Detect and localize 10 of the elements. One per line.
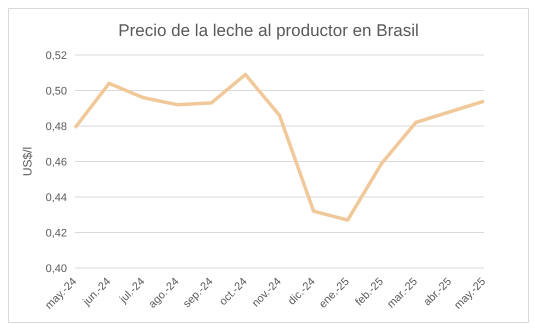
y-tick-label: 0,48 (46, 120, 67, 133)
y-tick-label: 0,44 (46, 192, 67, 204)
y-tick-label: 0,52 (46, 50, 67, 62)
chart-title: Precio de la leche al productor en Brasil (117, 21, 420, 41)
line-series (73, 72, 486, 222)
y-tick-label: 0,50 (46, 85, 67, 98)
y-tick-label: 0,40 (46, 262, 67, 275)
y-tick-label: 0,46 (46, 156, 67, 168)
y-axis-title: US$/l (20, 146, 34, 176)
y-tick-label: 0,42 (46, 227, 67, 240)
